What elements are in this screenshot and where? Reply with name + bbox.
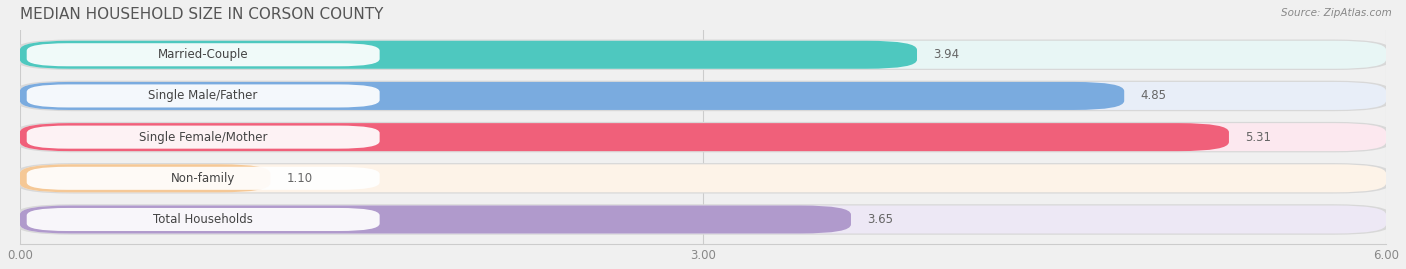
FancyBboxPatch shape [15, 163, 1391, 193]
FancyBboxPatch shape [20, 82, 1386, 110]
FancyBboxPatch shape [20, 164, 1386, 192]
FancyBboxPatch shape [20, 206, 1386, 233]
Text: Married-Couple: Married-Couple [157, 48, 249, 61]
Text: Source: ZipAtlas.com: Source: ZipAtlas.com [1281, 8, 1392, 18]
FancyBboxPatch shape [15, 40, 1391, 70]
FancyBboxPatch shape [15, 204, 1391, 235]
FancyBboxPatch shape [27, 208, 380, 231]
Text: 3.94: 3.94 [934, 48, 959, 61]
Text: 5.31: 5.31 [1244, 131, 1271, 144]
FancyBboxPatch shape [27, 84, 380, 108]
FancyBboxPatch shape [20, 82, 1125, 110]
FancyBboxPatch shape [15, 122, 1391, 152]
FancyBboxPatch shape [27, 126, 380, 149]
Text: MEDIAN HOUSEHOLD SIZE IN CORSON COUNTY: MEDIAN HOUSEHOLD SIZE IN CORSON COUNTY [20, 7, 384, 22]
Text: 3.65: 3.65 [868, 213, 893, 226]
Text: 1.10: 1.10 [287, 172, 312, 185]
FancyBboxPatch shape [20, 123, 1229, 151]
FancyBboxPatch shape [20, 41, 1386, 69]
FancyBboxPatch shape [20, 41, 917, 69]
FancyBboxPatch shape [20, 164, 270, 192]
Text: Single Female/Mother: Single Female/Mother [139, 131, 267, 144]
Text: Total Households: Total Households [153, 213, 253, 226]
FancyBboxPatch shape [20, 206, 851, 233]
Text: Single Male/Father: Single Male/Father [149, 90, 257, 102]
FancyBboxPatch shape [27, 167, 380, 190]
Text: Non-family: Non-family [172, 172, 235, 185]
FancyBboxPatch shape [20, 123, 1386, 151]
FancyBboxPatch shape [15, 81, 1391, 111]
Text: 4.85: 4.85 [1140, 90, 1166, 102]
FancyBboxPatch shape [27, 43, 380, 66]
